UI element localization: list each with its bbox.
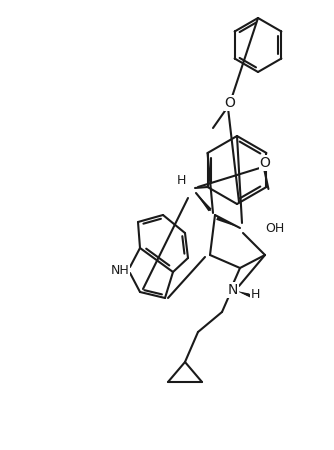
Text: H: H [250, 288, 260, 302]
Text: O: O [260, 156, 271, 170]
Text: O: O [224, 96, 235, 110]
Polygon shape [195, 192, 211, 212]
Polygon shape [216, 216, 240, 228]
Polygon shape [237, 291, 249, 297]
Text: NH: NH [111, 264, 129, 276]
Text: H: H [176, 174, 186, 186]
Polygon shape [239, 292, 252, 297]
Text: OH: OH [265, 221, 284, 234]
Text: N: N [228, 283, 238, 297]
